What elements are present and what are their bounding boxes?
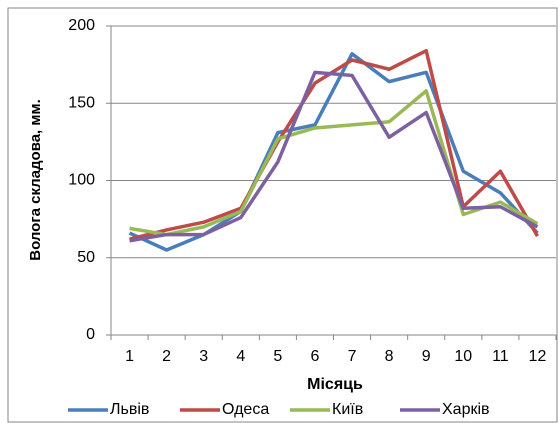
y-tick-label: 0 (86, 326, 95, 343)
y-axis-label: Волога складова, мм. (27, 99, 44, 261)
x-tick-label: 8 (385, 348, 394, 365)
x-tick-label: 4 (236, 348, 245, 365)
x-tick-label: 3 (199, 348, 208, 365)
x-tick-label: 5 (273, 348, 282, 365)
line-series (129, 48, 539, 241)
line-series (129, 89, 539, 237)
chart-border (7, 7, 558, 423)
x-tick-label: 10 (454, 348, 472, 365)
line-series (129, 70, 539, 243)
x-tick-label: 9 (422, 348, 431, 365)
y-tick-label: 50 (77, 249, 95, 266)
y-tick-label: 200 (68, 17, 95, 34)
y-tick-label: 100 (68, 172, 95, 189)
legend-label: Львів (110, 401, 149, 418)
x-tick-label: 7 (348, 348, 357, 365)
x-tick-label: 1 (125, 348, 134, 365)
legend-label: Київ (332, 401, 363, 418)
line-series (128, 52, 539, 252)
legend-label: Харків (442, 401, 490, 418)
x-tick-label: 11 (492, 348, 509, 365)
x-axis-label: Місяць (307, 376, 363, 393)
y-tick-label: 150 (68, 94, 95, 111)
x-tick-label: 12 (529, 348, 547, 365)
x-tick-label: 2 (162, 348, 171, 365)
legend-label: Одеса (222, 401, 269, 418)
x-tick-label: 6 (311, 348, 320, 365)
